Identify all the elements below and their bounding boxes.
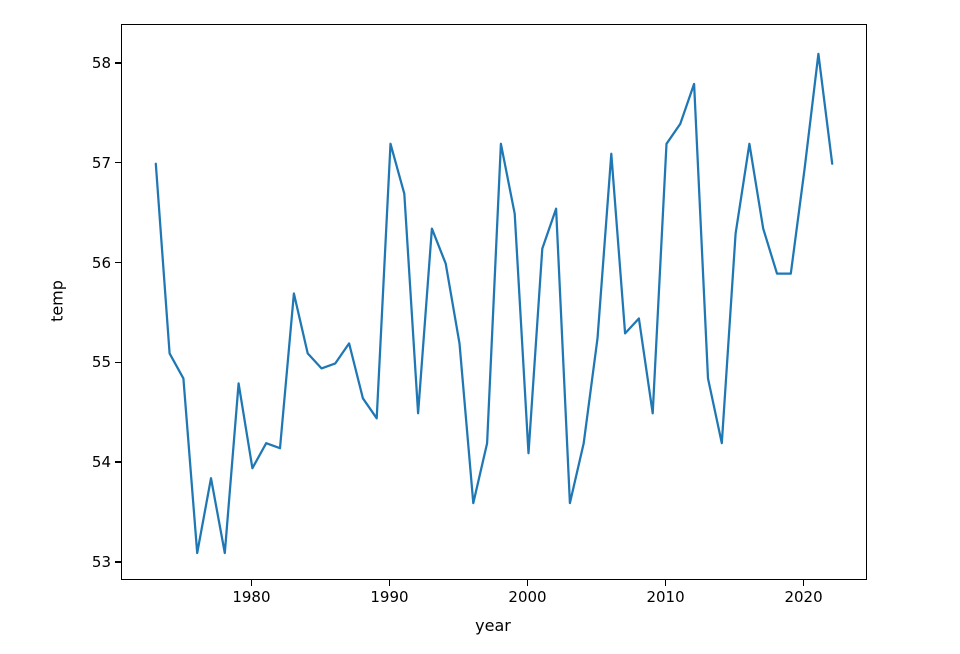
- x-tick-label: 2020: [784, 588, 823, 606]
- x-tick-label: 2010: [646, 588, 685, 606]
- y-tick-label: 55: [91, 353, 111, 372]
- y-tick-label: 56: [91, 253, 111, 272]
- y-tick-label: 54: [91, 453, 111, 472]
- x-tick-mark: [250, 579, 253, 586]
- series-temp: [154, 52, 834, 555]
- x-tick-mark: [664, 579, 667, 586]
- y-tick-label: 58: [91, 53, 111, 72]
- x-tick-label: 1990: [370, 588, 409, 606]
- y-tick-mark: [115, 361, 121, 364]
- x-axis-label: year: [475, 616, 511, 635]
- y-tick-label: 53: [91, 553, 111, 572]
- y-tick-mark: [115, 461, 121, 463]
- x-tick-label: 1980: [232, 588, 271, 606]
- plot-area: [121, 24, 867, 580]
- temp-line-series: [154, 52, 834, 555]
- y-tick-mark: [115, 261, 121, 264]
- x-tick-label: 2000: [508, 588, 547, 606]
- y-tick-label: 57: [91, 153, 111, 172]
- y-tick-mark: [115, 561, 121, 563]
- x-tick-mark: [526, 579, 529, 586]
- x-tick-mark: [388, 579, 391, 586]
- y-tick-mark: [115, 161, 121, 164]
- x-tick-mark: [802, 579, 805, 586]
- y-axis-label: temp: [47, 280, 67, 322]
- y-tick-mark: [115, 62, 121, 64]
